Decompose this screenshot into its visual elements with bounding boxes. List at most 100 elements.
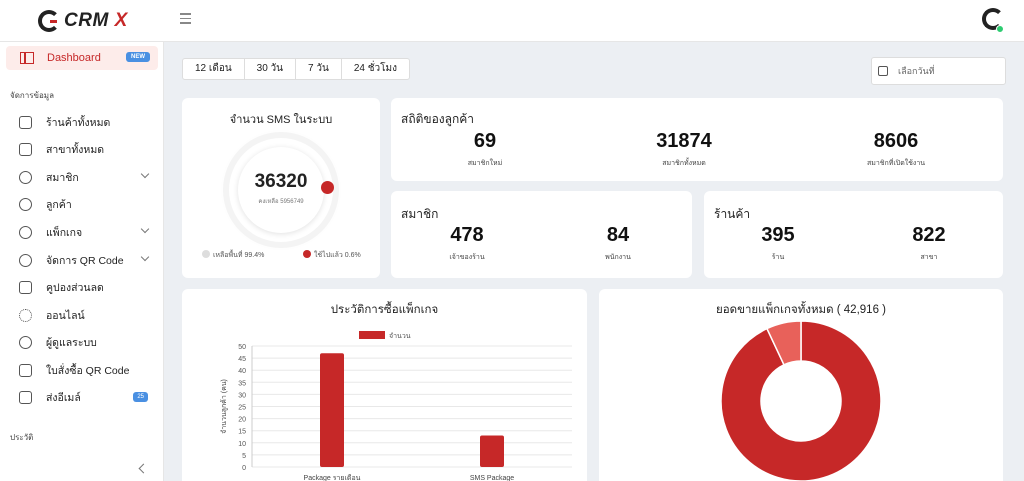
tab-12-months[interactable]: 12 เดือน [183,59,245,79]
user-avatar[interactable] [982,8,1004,30]
online-status-dot [996,25,1004,33]
sidebar-item-label: ออนไลน์ [46,309,85,322]
owners-label: เจ้าของร้าน [449,254,485,261]
collapse-sidebar-icon[interactable] [138,463,149,474]
new-members-value: 69 [473,130,497,152]
package-icon [19,225,32,239]
user-icon [19,197,32,211]
gift-icon [19,280,32,294]
total-members-value: 31874 [656,130,712,152]
stores-card: ร้านค้า 395 ร้าน 822 สาขา [704,191,1003,278]
section-heading-history: ประวัติ [10,433,34,442]
sidebar-item-dashboard[interactable]: Dashboard NEW [6,46,158,70]
x-tick-label: SMS Package [470,475,514,481]
legend-remaining-dot [202,250,210,258]
user-plus-icon [19,335,32,349]
menu-toggle-icon[interactable] [180,13,191,25]
sms-used-marker [321,181,334,194]
period-tabs: 12 เดือน 30 วัน 7 วัน 24 ชั่วโมง [182,58,410,80]
sidebar-item-customers[interactable]: ลูกค้า [0,194,164,214]
sms-card: จำนวน SMS ในระบบ 36320 คงเหลือ 5956749 เ… [182,98,380,278]
sidebar-item-label: สาขาทั้งหมด [46,143,105,156]
chevron-down-icon [140,224,150,234]
store-icon [19,115,32,129]
customer-stats-title: สถิติของลูกค้า [401,112,475,126]
new-members-label: สมาชิกใหม่ [467,160,503,167]
sidebar-item-online[interactable]: ออนไลน์ [0,305,164,325]
branches-count-label: สาขา [920,254,938,261]
date-placeholder: เลือกวันที่ [898,66,935,76]
tab-30-days[interactable]: 30 วัน [245,59,297,79]
sidebar-item-label: ใบสั่งซื้อ QR Code [46,364,130,377]
new-badge: NEW [126,52,150,62]
purchase-history-title: ประวัติการซื้อแพ็กเกจ [330,304,439,316]
sales-card: ยอดขายแพ็กเกจทั้งหมด ( 42,916 ) [599,289,1003,481]
y-tick-label: 35 [238,380,246,387]
top-bar: CRM X [0,0,1024,42]
dashboard-icon [20,52,34,64]
y-tick-label: 20 [238,417,246,424]
sidebar-item-qr-orders[interactable]: ใบสั่งซื้อ QR Code [0,360,164,380]
sidebar-item-members[interactable]: สมาชิก [0,167,164,187]
users-icon [19,253,32,267]
y-tick-label: 5 [242,453,246,460]
legend-remaining-label: เหลือพื้นที่ 99.4% [213,252,265,259]
tab-24-hours[interactable]: 24 ชั่วโมง [353,63,397,74]
y-tick-label: 25 [238,405,246,412]
sms-remaining-label: คงเหลือ 5956749 [258,199,304,205]
date-picker-input[interactable]: เลือกวันที่ [871,57,1006,85]
sidebar-item-email[interactable]: ส่งอีเมล์ 25 [0,387,164,407]
purchase-history-card: ประวัติการซื้อแพ็กเกจ 0 5 10 15 20 25 30 35 40 45… [182,289,587,481]
sidebar-item-packages[interactable]: แพ็กเกจ [0,222,164,242]
sidebar-item-admins[interactable]: ผู้ดูแลระบบ [0,332,164,352]
sidebar-item-label: Dashboard [47,52,101,64]
app-logo[interactable]: CRM X [38,8,128,34]
document-icon [19,390,32,404]
y-tick-label: 0 [242,465,246,472]
branches-count-value: 822 [912,224,946,246]
logo-text: CRM X [64,10,128,31]
sidebar-item-branches[interactable]: สาขาทั้งหมด [0,139,164,159]
chevron-down-icon [140,252,150,262]
sidebar-item-qr-code[interactable]: จัดการ QR Code [0,250,164,270]
section-heading-manage: จัดการข้อมูล [10,91,54,100]
users-icon [19,170,32,184]
email-count-badge: 25 [133,392,148,402]
sidebar-item-label: ส่งอีเมล์ [46,391,81,404]
y-tick-label: 50 [238,344,246,351]
donut-slice [720,320,882,481]
y-axis-label: จำนวนลูกค้า (คน) [220,379,228,434]
legend-used-label: ใช้ไปแล้ว 0.6% [314,252,361,259]
sales-donut-chart [720,320,882,481]
owners-value: 478 [450,224,484,246]
members-title: สมาชิก [401,207,439,221]
legend-label: จำนวน [389,332,411,340]
sidebar-item-coupons[interactable]: คูปองส่วนลด [0,277,164,297]
chevron-down-icon [140,169,150,179]
sms-total-value: 36320 [254,171,308,192]
y-tick-label: 40 [238,368,246,375]
y-tick-label: 10 [238,441,246,448]
stores-count-value: 395 [761,224,795,246]
document-icon [19,363,32,377]
stores-count-label: ร้าน [771,254,785,261]
customer-stats-card: สถิติของลูกค้า 69 สมาชิกใหม่ 31874 สมาชิ… [391,98,1003,181]
logo-mark-icon [38,10,60,32]
sidebar: Dashboard NEW จัดการข้อมูล ร้านค้าทั้งหม… [0,42,164,481]
staff-value: 84 [606,224,630,246]
sidebar-item-label: จัดการ QR Code [46,254,124,267]
donut-slice [765,320,802,366]
bar [320,353,344,467]
purchase-history-chart: 0 5 10 15 20 25 30 35 40 45 50 Package รายเดือน SMS … [220,331,572,481]
bar [480,435,504,467]
sidebar-item-label: คูปองส่วนลด [46,281,104,294]
sidebar-item-label: ลูกค้า [46,198,72,211]
tab-7-days[interactable]: 7 วัน [296,59,342,79]
calendar-icon [878,66,888,76]
layers-icon [19,142,32,156]
sms-card-title: จำนวน SMS ในระบบ [229,114,333,126]
sidebar-item-stores[interactable]: ร้านค้าทั้งหมด [0,112,164,132]
x-tick-label: Package รายเดือน [304,474,361,481]
staff-label: พนักงาน [605,254,631,261]
active-members-value: 8606 [873,130,919,152]
